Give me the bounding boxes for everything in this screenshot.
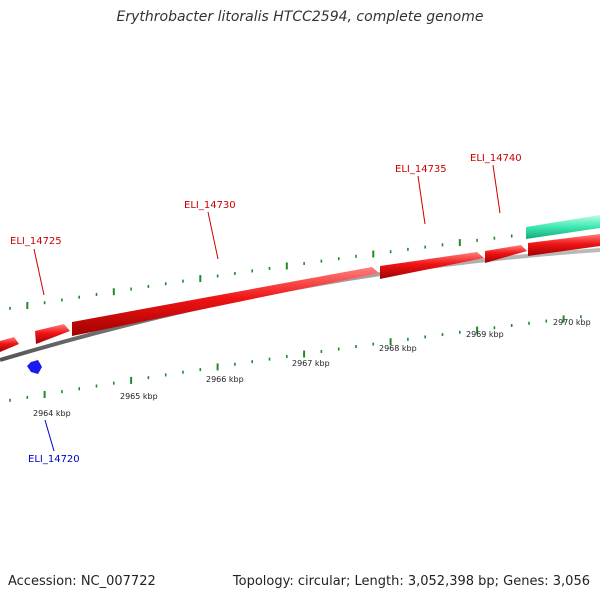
lower-tick-row bbox=[9, 315, 582, 402]
kbp-label: 2968 kbp bbox=[379, 344, 417, 353]
gene-arrow[interactable] bbox=[485, 245, 527, 263]
genome-backbone bbox=[0, 248, 600, 362]
kbp-label: 2967 kbp bbox=[292, 359, 330, 368]
label-line bbox=[492, 164, 501, 214]
upper-tick-row bbox=[9, 226, 582, 310]
gene-arrow[interactable] bbox=[528, 234, 600, 256]
forward-strand-genes bbox=[0, 215, 600, 352]
gene-label-lines bbox=[33, 164, 501, 452]
gene-label-eli-14720[interactable]: ELI_14720 bbox=[28, 454, 80, 465]
scale-labels: 2964 kbp 2965 kbp 2966 kbp 2967 kbp 2968… bbox=[33, 318, 591, 418]
gene-arrow[interactable] bbox=[0, 337, 19, 352]
kbp-label: 2969 kbp bbox=[466, 330, 504, 339]
reverse-gene-arrow[interactable] bbox=[27, 360, 42, 374]
gene-label-eli-14740[interactable]: ELI_14740 bbox=[470, 153, 522, 164]
gene-label-eli-14725[interactable]: ELI_14725 bbox=[10, 236, 62, 247]
label-line bbox=[44, 419, 55, 452]
kbp-label: 2964 kbp bbox=[33, 409, 71, 418]
gene-arrow[interactable] bbox=[72, 267, 379, 336]
accession-text: Accession: NC_007722 bbox=[8, 574, 156, 589]
gene-label-eli-14730[interactable]: ELI_14730 bbox=[184, 200, 236, 211]
gene-arrow[interactable] bbox=[380, 252, 484, 279]
gene-arrow[interactable] bbox=[35, 324, 70, 344]
kbp-label: 2965 kbp bbox=[120, 392, 158, 401]
rna-gene-arrow[interactable] bbox=[526, 215, 600, 239]
map-title: Erythrobacter litoralis HTCC2594, comple… bbox=[116, 9, 484, 25]
label-line bbox=[33, 248, 45, 296]
genome-summary-text: Topology: circular; Length: 3,052,398 bp… bbox=[232, 574, 590, 589]
gene-labels: ELI_14720 ELI_14725 ELI_14730 ELI_14735 … bbox=[10, 153, 522, 465]
label-line bbox=[417, 175, 426, 225]
kbp-label: 2970 kbp bbox=[553, 318, 591, 327]
gene-label-eli-14735[interactable]: ELI_14735 bbox=[395, 164, 447, 175]
label-line bbox=[207, 211, 219, 260]
kbp-label: 2966 kbp bbox=[206, 375, 244, 384]
